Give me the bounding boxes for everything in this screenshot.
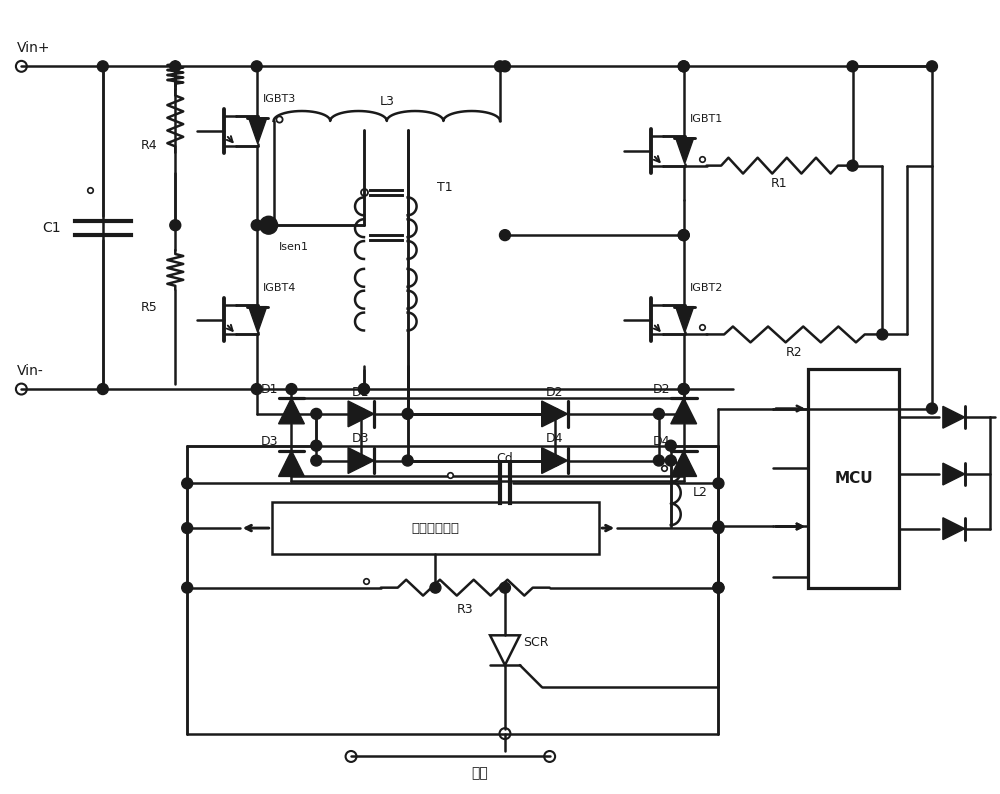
Polygon shape	[676, 138, 694, 164]
Circle shape	[653, 455, 664, 466]
Circle shape	[713, 582, 724, 593]
Circle shape	[926, 403, 937, 414]
Circle shape	[847, 160, 858, 171]
Circle shape	[311, 408, 322, 419]
Text: D1: D1	[261, 383, 278, 395]
Circle shape	[182, 582, 193, 593]
Text: IGBT4: IGBT4	[263, 283, 296, 293]
Circle shape	[549, 408, 560, 419]
Polygon shape	[943, 407, 965, 428]
Circle shape	[358, 384, 369, 395]
Polygon shape	[348, 448, 374, 473]
Circle shape	[926, 61, 937, 71]
Circle shape	[877, 329, 888, 340]
Circle shape	[251, 220, 262, 231]
Circle shape	[402, 408, 413, 419]
Text: 负载: 负载	[472, 766, 489, 781]
Circle shape	[430, 582, 441, 593]
Text: D1: D1	[352, 386, 370, 399]
Text: D2: D2	[546, 386, 563, 399]
Text: T1: T1	[437, 181, 453, 194]
Circle shape	[549, 455, 560, 466]
Circle shape	[286, 384, 297, 395]
Text: IGBT1: IGBT1	[690, 114, 723, 124]
Circle shape	[678, 458, 689, 469]
Circle shape	[665, 440, 676, 451]
Polygon shape	[249, 306, 267, 333]
Text: Cd: Cd	[497, 452, 513, 465]
Circle shape	[182, 478, 193, 489]
Circle shape	[713, 522, 724, 534]
Circle shape	[311, 455, 322, 466]
Circle shape	[653, 408, 664, 419]
Circle shape	[500, 61, 510, 71]
Text: R5: R5	[141, 301, 157, 314]
Polygon shape	[348, 401, 374, 427]
Circle shape	[311, 440, 322, 451]
Circle shape	[260, 216, 278, 234]
Circle shape	[847, 61, 858, 71]
Circle shape	[713, 478, 724, 489]
Circle shape	[182, 522, 193, 534]
Circle shape	[678, 384, 689, 395]
Polygon shape	[249, 118, 267, 144]
Circle shape	[713, 582, 724, 593]
Circle shape	[97, 384, 108, 395]
Circle shape	[500, 582, 510, 593]
Text: IGBT2: IGBT2	[690, 283, 723, 293]
Circle shape	[713, 521, 724, 532]
Polygon shape	[671, 398, 697, 424]
Circle shape	[500, 229, 510, 241]
Circle shape	[358, 384, 369, 395]
Circle shape	[549, 455, 560, 466]
Polygon shape	[279, 451, 304, 476]
Text: D4: D4	[546, 432, 563, 445]
Circle shape	[549, 408, 560, 419]
Circle shape	[286, 458, 297, 469]
Circle shape	[402, 455, 413, 466]
Text: D3: D3	[352, 432, 370, 445]
Text: D3: D3	[261, 435, 278, 448]
FancyBboxPatch shape	[808, 369, 899, 588]
Circle shape	[678, 229, 689, 241]
Polygon shape	[943, 463, 965, 485]
FancyBboxPatch shape	[272, 503, 599, 554]
Circle shape	[170, 61, 181, 71]
Circle shape	[678, 61, 689, 71]
Text: Vin-: Vin-	[16, 364, 43, 378]
Circle shape	[665, 455, 676, 466]
Text: IGBT3: IGBT3	[263, 94, 296, 104]
Circle shape	[97, 61, 108, 71]
Text: MCU: MCU	[834, 471, 873, 486]
Circle shape	[495, 61, 505, 71]
Text: SCR: SCR	[523, 636, 548, 649]
Text: L2: L2	[693, 486, 708, 499]
Circle shape	[678, 384, 689, 395]
Text: L3: L3	[379, 94, 394, 107]
Text: 输出电压检测: 输出电压检测	[411, 522, 459, 534]
Text: Isen1: Isen1	[279, 242, 309, 252]
Polygon shape	[542, 448, 568, 473]
Circle shape	[678, 229, 689, 241]
Text: Vin+: Vin+	[16, 41, 50, 56]
Circle shape	[356, 408, 366, 419]
Text: R2: R2	[786, 346, 803, 359]
Text: C1: C1	[42, 221, 61, 235]
Circle shape	[170, 220, 181, 231]
Text: D2: D2	[653, 383, 671, 395]
Polygon shape	[943, 518, 965, 540]
Text: R4: R4	[141, 139, 157, 152]
Polygon shape	[542, 401, 568, 427]
Polygon shape	[671, 451, 697, 476]
Text: D4: D4	[653, 435, 671, 448]
Text: R1: R1	[771, 177, 788, 190]
Circle shape	[356, 455, 366, 466]
Text: R3: R3	[457, 603, 474, 616]
Polygon shape	[279, 398, 304, 424]
Polygon shape	[676, 306, 694, 333]
Circle shape	[251, 61, 262, 71]
Circle shape	[678, 61, 689, 71]
Circle shape	[251, 384, 262, 395]
